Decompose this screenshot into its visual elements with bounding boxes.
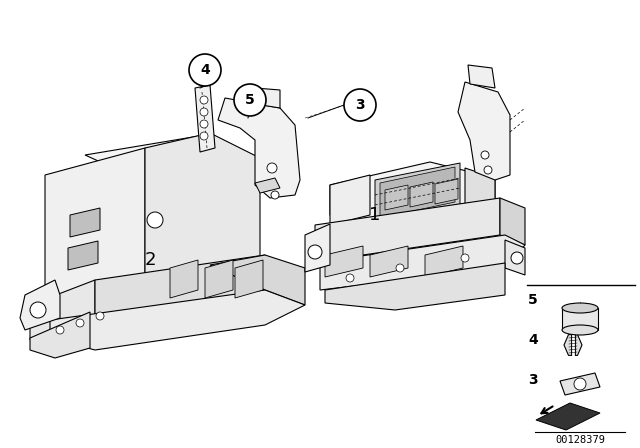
Polygon shape (145, 133, 260, 295)
Circle shape (234, 84, 266, 116)
Circle shape (200, 120, 208, 128)
Polygon shape (500, 198, 525, 245)
Polygon shape (564, 335, 582, 355)
Polygon shape (560, 373, 600, 395)
Circle shape (200, 132, 208, 140)
Circle shape (484, 166, 492, 174)
Text: 5: 5 (245, 93, 255, 107)
Circle shape (189, 54, 221, 86)
Polygon shape (235, 260, 263, 298)
Circle shape (30, 302, 46, 318)
Polygon shape (375, 163, 460, 222)
Polygon shape (465, 168, 495, 215)
Polygon shape (458, 82, 510, 180)
Circle shape (267, 163, 277, 173)
Polygon shape (205, 260, 233, 298)
Polygon shape (95, 255, 265, 318)
Polygon shape (380, 167, 455, 218)
Polygon shape (315, 198, 500, 262)
Circle shape (344, 89, 376, 121)
Text: 4: 4 (528, 333, 538, 347)
Polygon shape (30, 280, 95, 340)
Polygon shape (170, 260, 198, 298)
Polygon shape (195, 85, 215, 152)
Polygon shape (505, 240, 525, 275)
Text: 1: 1 (369, 206, 381, 224)
Polygon shape (330, 162, 495, 232)
Polygon shape (50, 290, 305, 350)
Text: 5: 5 (528, 293, 538, 307)
Text: 3: 3 (528, 373, 538, 387)
Ellipse shape (562, 325, 598, 335)
Polygon shape (562, 308, 598, 330)
Polygon shape (30, 312, 90, 358)
Polygon shape (255, 178, 280, 193)
Polygon shape (70, 208, 100, 237)
Polygon shape (305, 224, 330, 272)
Polygon shape (20, 280, 60, 330)
Polygon shape (330, 175, 370, 225)
Circle shape (511, 252, 523, 264)
Polygon shape (325, 246, 363, 277)
Circle shape (271, 191, 279, 199)
Text: 3: 3 (355, 98, 365, 112)
Circle shape (56, 326, 64, 334)
Text: 4: 4 (200, 63, 210, 77)
Circle shape (76, 319, 84, 327)
Circle shape (481, 151, 489, 159)
Circle shape (96, 312, 104, 320)
Polygon shape (425, 246, 463, 277)
Polygon shape (320, 235, 525, 290)
Circle shape (574, 378, 586, 390)
Circle shape (346, 274, 354, 282)
Circle shape (147, 212, 163, 228)
Polygon shape (85, 135, 260, 180)
Text: 2: 2 (144, 251, 156, 269)
Ellipse shape (562, 303, 598, 313)
Polygon shape (410, 182, 433, 207)
Polygon shape (370, 246, 408, 277)
Polygon shape (45, 148, 145, 305)
Polygon shape (468, 65, 495, 88)
Polygon shape (385, 185, 408, 210)
Circle shape (396, 264, 404, 272)
Polygon shape (255, 88, 280, 108)
Polygon shape (218, 98, 300, 198)
Polygon shape (536, 403, 600, 430)
Polygon shape (210, 255, 305, 305)
Polygon shape (325, 263, 505, 310)
Circle shape (200, 96, 208, 104)
Circle shape (200, 108, 208, 116)
Text: 00128379: 00128379 (555, 435, 605, 445)
Circle shape (461, 254, 469, 262)
Circle shape (308, 245, 322, 259)
Polygon shape (68, 241, 98, 270)
Polygon shape (435, 179, 458, 204)
